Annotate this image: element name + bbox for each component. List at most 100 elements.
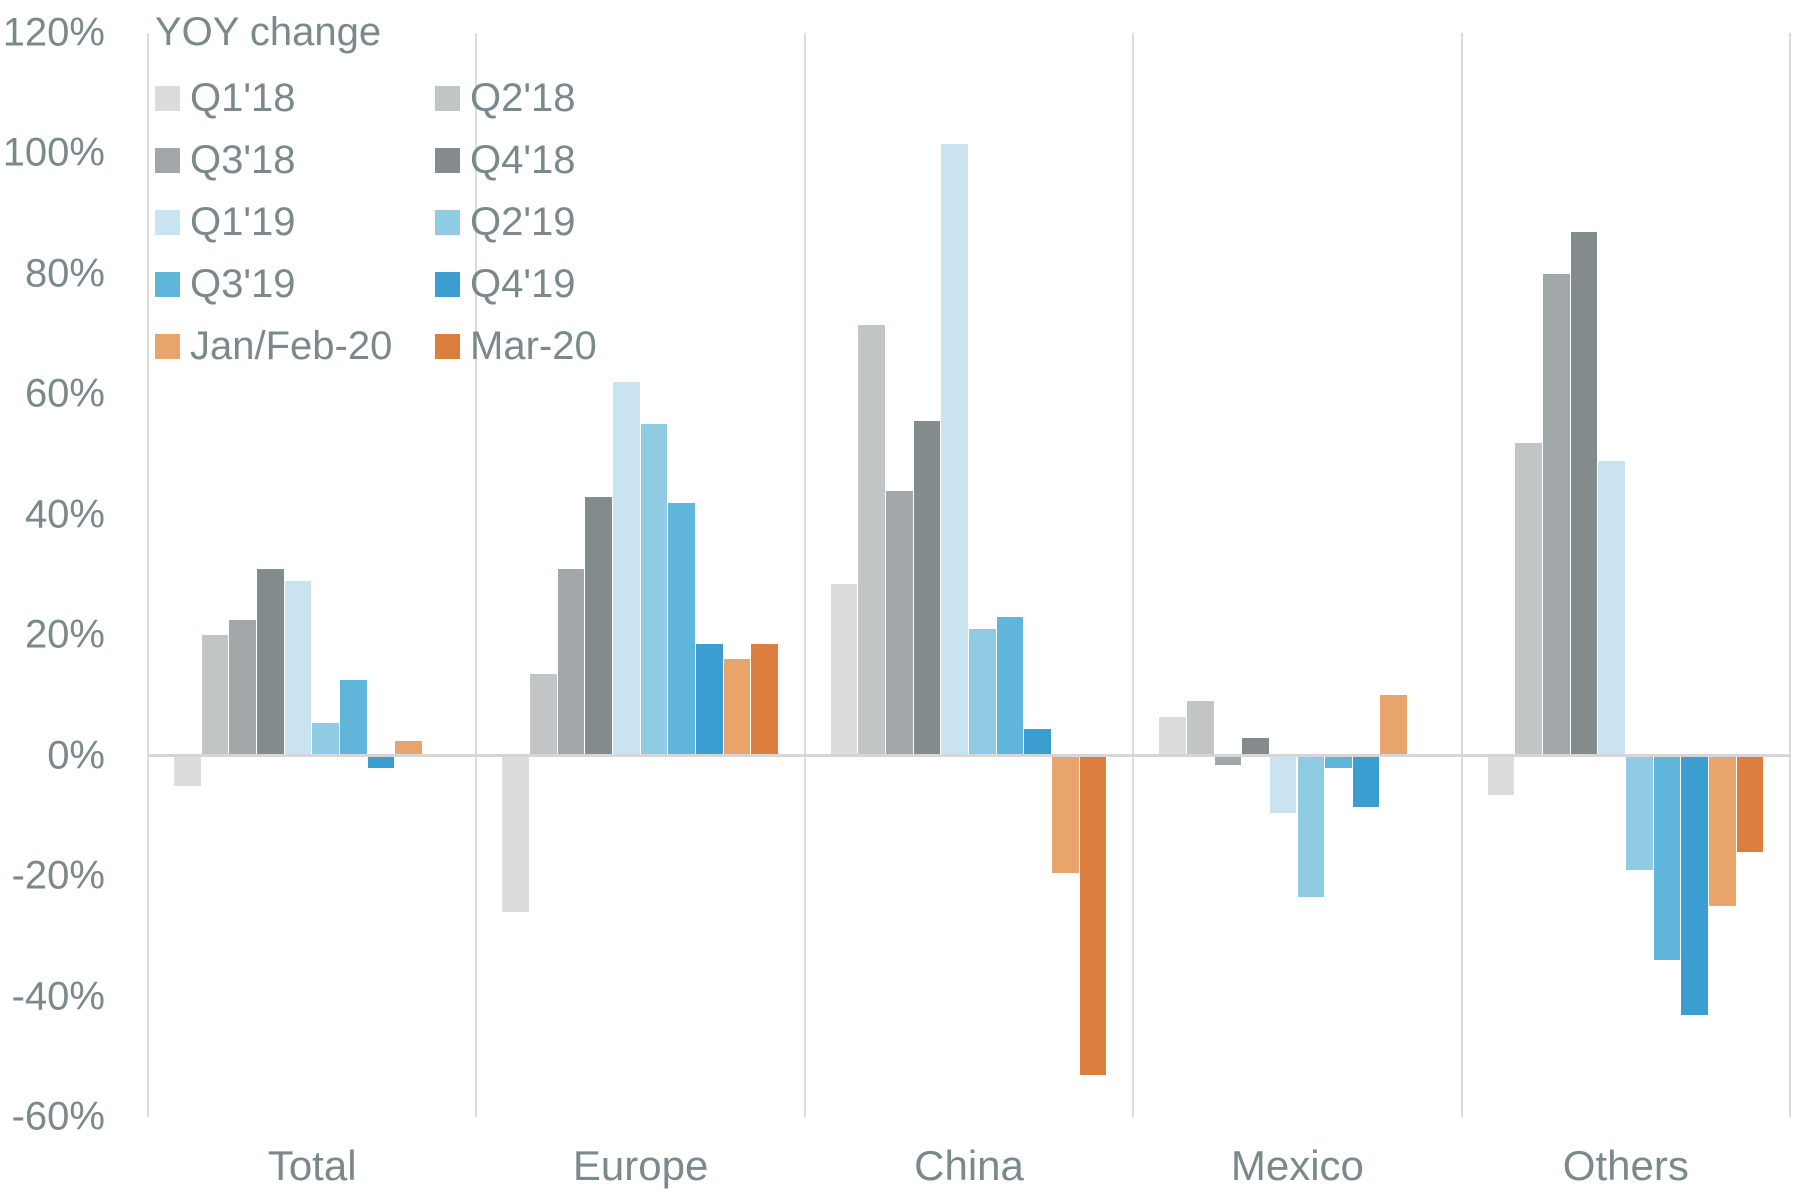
y-tick-label-20: 20%	[24, 612, 105, 657]
y-tick-label-80: 80%	[24, 251, 105, 296]
legend-swatch-icon	[435, 85, 460, 111]
legend-item-q3-18: Q3'18	[155, 138, 435, 183]
legend-label: Q2'18	[470, 75, 576, 120]
legend-row: Jan/Feb-20 Mar-20	[155, 315, 715, 377]
y-tick-label-40: 40%	[24, 492, 105, 537]
chart-title: YOY change	[155, 10, 382, 54]
legend-rows: Q1'18 Q2'18 Q3'18 Q4'18 Q1'19 Q2'19 Q3'19 Q4'19…	[155, 67, 715, 377]
category-label-mexico: Mexico	[1230, 1142, 1364, 1189]
legend-item-jan-feb-20: Jan/Feb-20	[155, 324, 435, 369]
bar-q2-19-china	[969, 629, 996, 756]
legend-swatch-icon	[155, 333, 180, 359]
legend-swatch-icon	[155, 85, 180, 111]
bar-q1-18-others	[1487, 755, 1515, 795]
legend-swatch-icon	[435, 271, 460, 297]
legend: YOY change Q1'18 Q2'18 Q3'18 Q4'18 Q1'19 Q2'1…	[155, 10, 715, 377]
y-tick-label-100: 100%	[2, 130, 105, 175]
bar-q3-19-europe	[668, 502, 696, 756]
legend-row: Q3'19 Q4'19	[155, 253, 715, 315]
legend-label: Q3'19	[190, 261, 296, 306]
category-separator-line	[803, 33, 806, 1117]
bar-q4-18-others	[1570, 231, 1598, 756]
category-label-total: Total	[267, 1142, 357, 1189]
legend-swatch-icon	[435, 209, 460, 235]
legend-item-q4-19: Q4'19	[435, 262, 715, 307]
legend-swatch-icon	[155, 271, 180, 297]
bar-q2-19-europe	[640, 424, 668, 756]
legend-swatch-icon	[435, 147, 460, 173]
legend-row: Q1'19 Q2'19	[155, 191, 715, 253]
bar-q1-18-total	[174, 755, 201, 786]
y-tick-label-20: -20%	[11, 853, 105, 898]
bar-q3-19-china	[996, 617, 1024, 756]
legend-item-q1-18: Q1'18	[155, 76, 435, 121]
bar-q4-19-europe	[696, 644, 723, 756]
bar-q4-19-mexico	[1352, 755, 1380, 807]
bar-mar-20-europe	[751, 644, 778, 756]
legend-label: Q2'19	[470, 199, 576, 244]
bar-q2-19-others	[1625, 755, 1653, 871]
bar-jan-feb-20-total	[395, 740, 422, 756]
bar-jan-feb-20-mexico	[1380, 695, 1408, 756]
bar-q4-19-total	[367, 755, 395, 768]
bar-q1-18-china	[830, 584, 858, 756]
bar-q2-18-others	[1515, 442, 1542, 756]
bar-q4-18-total	[256, 568, 284, 756]
y-axis-line	[147, 33, 149, 1117]
legend-swatch-icon	[435, 333, 460, 359]
legend-row: Q3'18 Q4'18	[155, 129, 715, 191]
legend-label: Jan/Feb-20	[190, 323, 393, 368]
category-separator-line	[1460, 33, 1463, 1117]
bar-q2-18-mexico	[1186, 701, 1214, 756]
bar-q3-19-others	[1653, 755, 1681, 961]
bar-q1-19-europe	[613, 382, 640, 756]
category-separator-line	[1789, 33, 1791, 1117]
bar-q3-19-total	[339, 680, 367, 756]
legend-item-q3-19: Q3'19	[155, 262, 435, 307]
bar-q2-18-europe	[530, 674, 557, 756]
y-tick-label-60: 60%	[24, 371, 105, 416]
legend-item-q1-19: Q1'19	[155, 200, 435, 245]
bar-jan-feb-20-china	[1052, 755, 1079, 874]
zero-axis-line	[148, 754, 1790, 758]
legend-item-mar-20: Mar-20	[435, 324, 715, 369]
category-label-europe: Europe	[572, 1142, 709, 1189]
bar-q2-19-mexico	[1297, 755, 1325, 898]
legend-label: Q4'19	[470, 261, 576, 306]
legend-label: Q4'18	[470, 137, 576, 182]
bar-q4-18-mexico	[1242, 737, 1269, 756]
legend-swatch-icon	[155, 147, 180, 173]
bar-q4-19-china	[1024, 728, 1052, 756]
category-label-china: China	[914, 1142, 1024, 1189]
legend-label: Q1'18	[190, 75, 296, 120]
bar-q4-19-others	[1681, 755, 1708, 1015]
bar-q2-19-total	[312, 722, 339, 756]
bar-q4-18-china	[913, 421, 941, 756]
legend-label: Q3'18	[190, 137, 296, 182]
bar-q1-18-mexico	[1159, 716, 1186, 756]
bar-q3-19-mexico	[1325, 755, 1352, 768]
legend-label: Q1'19	[190, 199, 296, 244]
bar-q1-18-europe	[502, 755, 530, 913]
legend-row: Q1'18 Q2'18	[155, 67, 715, 129]
bar-q3-18-europe	[557, 568, 585, 756]
y-tick-label-120: 120%	[2, 10, 105, 55]
bar-q2-18-china	[858, 325, 886, 756]
y-tick-label-60: -60%	[11, 1094, 105, 1139]
bar-q1-19-mexico	[1269, 755, 1297, 813]
legend-item-q2-19: Q2'19	[435, 200, 715, 245]
bar-jan-feb-20-europe	[723, 659, 751, 756]
bar-q1-19-china	[941, 144, 969, 756]
y-tick-label-40: -40%	[11, 974, 105, 1019]
category-label-others: Others	[1562, 1142, 1689, 1189]
bar-q3-18-others	[1542, 273, 1570, 756]
bar-mar-20-china	[1079, 755, 1107, 1075]
bar-q1-19-total	[284, 581, 312, 756]
bar-jan-feb-20-others	[1708, 755, 1736, 907]
legend-item-q2-18: Q2'18	[435, 76, 715, 121]
category-separator-line	[1132, 33, 1135, 1117]
bar-q3-18-mexico	[1214, 755, 1242, 765]
bar-q2-18-total	[201, 635, 229, 756]
legend-item-q4-18: Q4'18	[435, 138, 715, 183]
